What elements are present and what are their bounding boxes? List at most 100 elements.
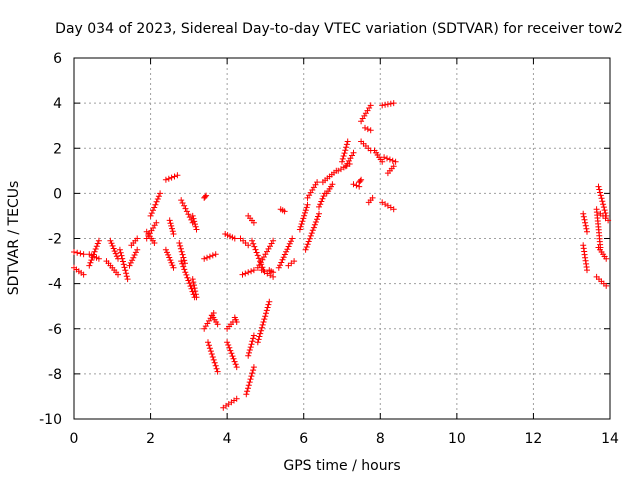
plus-markers <box>580 210 590 235</box>
plus-markers <box>285 258 298 269</box>
arc-segment <box>296 201 311 233</box>
plus-markers <box>593 273 610 289</box>
arc-segment <box>208 312 221 328</box>
arc-segment <box>201 192 210 201</box>
plus-markers <box>266 267 277 276</box>
arc-segment <box>220 395 240 411</box>
plus-markers <box>239 267 257 278</box>
y-tick-label: 6 <box>53 51 62 67</box>
arc-segment <box>222 231 238 242</box>
arc-segment <box>107 237 121 262</box>
arc-segment <box>580 210 590 235</box>
arc-segment <box>254 237 277 271</box>
arc-segment <box>162 246 177 271</box>
plus-markers <box>296 201 311 233</box>
arc-segment <box>201 251 219 262</box>
arc-segment <box>116 246 131 283</box>
arc-segment <box>304 179 321 201</box>
plus-markers <box>593 206 604 251</box>
arc-segment <box>237 235 252 249</box>
x-tick-label: 10 <box>448 431 466 447</box>
plus-markers <box>358 102 374 125</box>
arc-segment <box>342 149 357 170</box>
y-tick-label: 2 <box>53 141 62 157</box>
arc-segment <box>362 124 374 134</box>
y-tick-label: -6 <box>48 322 62 338</box>
arc-segment <box>277 206 288 215</box>
arc-segment <box>254 298 273 346</box>
plus-markers <box>580 242 590 274</box>
y-tick-label: 4 <box>53 96 62 112</box>
plus-markers <box>201 192 210 201</box>
arc-segment <box>86 251 102 262</box>
plus-markers <box>162 172 181 183</box>
arc-segment <box>239 267 257 278</box>
grid-lines <box>74 58 610 419</box>
plus-markers <box>245 212 257 226</box>
plus-markers <box>356 176 365 186</box>
arc-segment <box>285 258 298 269</box>
plus-markers <box>237 235 252 249</box>
arc-segment <box>593 273 610 289</box>
arc-segment <box>365 194 376 206</box>
plus-markers <box>339 138 351 165</box>
arc-segment <box>245 212 257 226</box>
arc-segment <box>224 339 240 371</box>
x-tick-label: 12 <box>525 431 543 447</box>
x-axis-label: GPS time / hours <box>283 458 400 474</box>
plus-markers <box>107 237 121 262</box>
arc-segment <box>126 246 141 269</box>
plus-markers <box>220 395 240 411</box>
y-tick-label: -4 <box>48 277 62 293</box>
plus-markers <box>595 244 610 262</box>
plus-markers <box>222 231 238 242</box>
plus-markers <box>358 138 374 154</box>
arc-segment <box>128 235 141 249</box>
arc-segment <box>189 276 200 301</box>
arc-segment <box>384 163 397 177</box>
x-tick-label: 14 <box>601 431 619 447</box>
plus-markers <box>224 319 236 332</box>
arc-segment <box>302 210 322 253</box>
plus-markers <box>189 212 200 233</box>
arc-segment <box>335 161 353 174</box>
plus-markers <box>86 237 102 269</box>
arc-segment <box>103 258 121 278</box>
plus-markers <box>103 258 121 278</box>
arc-segment <box>86 237 102 269</box>
plus-markers <box>189 276 200 301</box>
arc-segment <box>323 181 336 197</box>
plus-markers <box>350 181 363 190</box>
x-tick-label: 4 <box>223 431 232 447</box>
arc-segment <box>231 314 240 325</box>
plus-markers <box>116 246 131 283</box>
plus-markers <box>128 235 141 249</box>
plus-markers <box>143 219 160 242</box>
plus-markers <box>205 339 221 375</box>
arc-segment <box>339 138 351 165</box>
chart-title: Day 034 of 2023, Sidereal Day-to-day VTE… <box>55 21 623 37</box>
plus-markers <box>245 332 257 359</box>
arc-segment <box>245 332 257 359</box>
arc-segment <box>275 235 296 271</box>
plus-markers <box>371 147 386 165</box>
arc-segment <box>224 319 236 332</box>
plus-markers <box>365 194 376 206</box>
arc-segment <box>178 197 196 226</box>
plus-markers <box>379 199 397 213</box>
plus-markers <box>342 149 357 170</box>
x-tick-label: 0 <box>70 431 79 447</box>
arc-segment <box>593 206 604 251</box>
plus-markers <box>595 183 610 219</box>
arc-segment <box>205 339 221 375</box>
plus-markers <box>243 364 257 398</box>
x-tick-label: 6 <box>299 431 308 447</box>
plus-markers <box>275 235 296 271</box>
arc-segment <box>597 210 612 224</box>
plus-markers <box>208 312 221 328</box>
plus-markers <box>147 190 164 219</box>
arc-segment <box>266 267 277 276</box>
plus-markers <box>224 339 240 371</box>
plus-markers <box>86 251 102 262</box>
